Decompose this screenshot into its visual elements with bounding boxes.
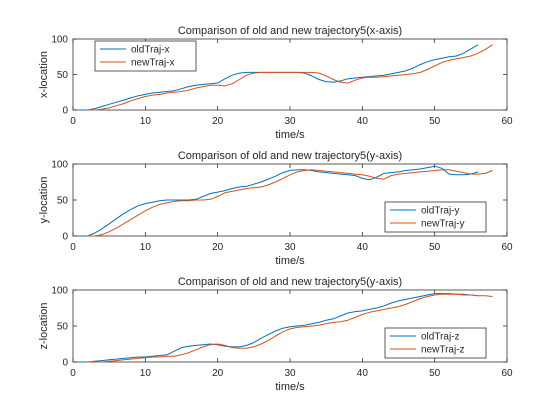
y-tick-label: 100 [51,35,68,46]
x-tick-label: 50 [429,116,441,127]
x-tick-label: 60 [501,116,513,127]
x-axis-label: time/s [275,381,305,393]
series-line-oldTraj-z [80,293,479,363]
y-tick-label: 50 [57,196,69,207]
y-axis-label: y-location [38,176,50,223]
x-tick-label: 40 [357,116,369,127]
x-tick-label: 20 [212,368,224,379]
legend-label: newTraj-z [421,345,465,356]
y-tick-label: 50 [57,322,69,333]
subplot-1: 0 10 20 30 40 50 60 0 50 100 Comparison of old and… [38,25,513,141]
y-tick-label: 50 [57,70,69,81]
legend-label: oldTraj-x [131,45,170,56]
x-tick-label: 40 [357,242,369,253]
legend-label: oldTraj-z [421,332,460,343]
y-tick-label: 100 [51,286,68,297]
y-tick-label: 100 [51,160,68,171]
series-line-newTraj-z [87,293,493,363]
x-tick-label: 50 [429,242,441,253]
x-tick-label: 30 [284,116,296,127]
x-tick-label: 60 [501,242,513,253]
y-axis-label: x-location [38,51,50,98]
x-tick-label: 20 [212,116,224,127]
legend-label: oldTraj-y [421,206,460,217]
legend: oldTraj-y newTraj-y [384,201,487,233]
x-tick-label: 0 [70,242,76,253]
series-line-newTraj-y [87,169,493,237]
y-tick-label: 0 [62,106,68,117]
x-axis-label: time/s [275,129,305,141]
legend: oldTraj-z newTraj-z [384,327,487,359]
x-axis-label: time/s [275,255,305,267]
chart-title: Comparison of old and new trajectory5(y-… [178,150,402,162]
x-tick-label: 20 [212,242,224,253]
series-line-oldTraj-y [80,165,479,237]
legend-label: newTraj-x [131,58,175,69]
x-tick-label: 0 [70,368,76,379]
y-tick-label: 0 [62,358,68,369]
x-tick-label: 10 [140,368,152,379]
series-line-newTraj-x [87,44,493,111]
x-tick-label: 30 [284,242,296,253]
chart-title: Comparison of old and new trajectory5(x-… [178,25,402,37]
y-axis-label: z-location [38,302,50,349]
x-tick-label: 30 [284,368,296,379]
y-tick-label: 0 [62,232,68,243]
x-tick-label: 60 [501,368,513,379]
legend: oldTraj-x newTraj-x [94,40,197,72]
legend-box [384,327,487,359]
x-tick-label: 40 [357,368,369,379]
legend-box [94,40,197,72]
chart-title: Comparison of old and new trajectory5(y-… [178,276,402,288]
subplot-3: 0 10 20 30 40 50 60 0 50 100 Comparison of old and… [38,276,513,393]
legend-label: newTraj-y [421,219,465,230]
x-tick-label: 0 [70,116,76,127]
legend-box [384,201,487,233]
x-tick-label: 10 [140,116,152,127]
x-tick-label: 10 [140,242,152,253]
x-tick-label: 50 [429,368,441,379]
subplot-2: 0 10 20 30 40 50 60 0 50 100 Comparison of old and… [38,150,513,267]
